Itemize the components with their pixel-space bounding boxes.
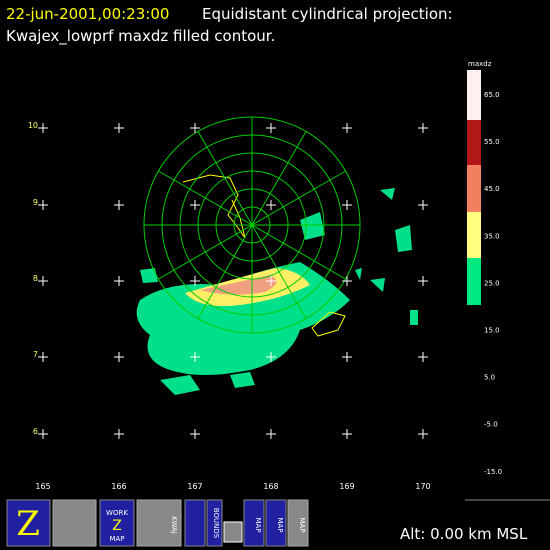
- lon-label: 168: [263, 482, 278, 491]
- grid-cross: [114, 123, 124, 133]
- grid-cross: [266, 123, 276, 133]
- colorbar: maxdz 65.0 55.0 45.0 35.0 25.0 15.0 5.0 -5.0 -15…: [467, 60, 502, 476]
- colorbar-label: 65.0: [484, 91, 500, 99]
- lat-label: 6: [33, 427, 38, 436]
- lon-label: 166: [111, 482, 126, 491]
- colorbar-title: maxdz: [468, 60, 492, 68]
- kwaj-button[interactable]: [136, 499, 182, 547]
- grid-cross: [38, 352, 48, 362]
- grid-cross: [342, 352, 352, 362]
- grid-cross: [418, 429, 428, 439]
- grid-cross: [114, 276, 124, 286]
- lat-label: 10: [28, 121, 38, 130]
- grid-cross: [114, 429, 124, 439]
- z-icon: Z: [16, 504, 40, 544]
- colorbar-label: -15.0: [484, 468, 502, 476]
- button-label: MAP: [254, 517, 262, 532]
- grid-cross: [342, 123, 352, 133]
- grid-cross: [38, 200, 48, 210]
- map-button[interactable]: [243, 499, 265, 547]
- ring-button[interactable]: [184, 499, 206, 547]
- radar-button[interactable]: [52, 499, 97, 547]
- grid-cross: [114, 352, 124, 362]
- map-button[interactable]: [265, 499, 287, 547]
- grid-cross: [266, 200, 276, 210]
- colorbar-label: 5.0: [484, 374, 495, 382]
- grid-button[interactable]: [223, 521, 243, 543]
- work-map-button[interactable]: [99, 499, 135, 547]
- lon-label: 165: [35, 482, 50, 491]
- product: Kwajex_lowprf maxdz filled contour.: [6, 27, 275, 46]
- toolbar: Z WORK Z MAP KWAJ BOUNDS MAP MAP MAP: [6, 499, 309, 547]
- projection: Equidistant cylindrical projection:: [202, 5, 453, 23]
- lat-label: 8: [33, 274, 38, 283]
- spoke: [158, 170, 346, 280]
- grid-cross: [342, 276, 352, 286]
- lat-label: 7: [33, 350, 38, 359]
- button-label: MAP: [298, 517, 306, 532]
- lon-label: 167: [187, 482, 202, 491]
- button-label: WORK: [106, 509, 128, 517]
- colorbar-label: 45.0: [484, 185, 500, 193]
- grid-cross: [114, 200, 124, 210]
- colorbar-label: 25.0: [484, 279, 500, 287]
- button-label: MAP: [109, 535, 124, 543]
- z-button[interactable]: [6, 499, 51, 547]
- bounds-button[interactable]: [206, 499, 223, 547]
- grid-cross: [190, 200, 200, 210]
- grid-cross: [190, 352, 200, 362]
- grid-cross: [266, 352, 276, 362]
- colorbar-label: 35.0: [484, 232, 500, 240]
- grid-cross: [38, 123, 48, 133]
- grid-cross: [190, 429, 200, 439]
- colorbar-label: -5.0: [484, 421, 498, 429]
- grid-cross: [190, 123, 200, 133]
- grid-cross: [266, 429, 276, 439]
- button-label: MAP: [276, 517, 284, 532]
- grid-cross: [342, 200, 352, 210]
- grid-cross: [418, 352, 428, 362]
- button-label: KWAJ: [170, 516, 178, 534]
- map-button[interactable]: [287, 499, 309, 547]
- grid-cross: [342, 429, 352, 439]
- button-label: Z: [112, 518, 122, 534]
- grid-cross: [38, 429, 48, 439]
- grid-cross: [190, 276, 200, 286]
- grid-cross: [266, 276, 276, 286]
- colorbar-label: 15.0: [484, 327, 500, 335]
- button-label: BOUNDS: [212, 508, 220, 539]
- colorbar-label: 55.0: [484, 138, 500, 146]
- grid-cross: [418, 276, 428, 286]
- grid-cross: [418, 123, 428, 133]
- range-rings: [143, 116, 361, 334]
- altitude: Alt: 0.00 km MSL: [400, 525, 528, 543]
- lon-label: 170: [415, 482, 430, 491]
- lon-label: 169: [339, 482, 354, 491]
- lat-label: 9: [33, 198, 38, 207]
- grid-cross: [418, 200, 428, 210]
- grid-cross: [38, 276, 48, 286]
- lat-lon-grid: 165 166 167 168 169 170 10 9 8 7 6: [28, 121, 431, 491]
- timestamp: 22-jun-2001,00:23:00: [6, 5, 169, 23]
